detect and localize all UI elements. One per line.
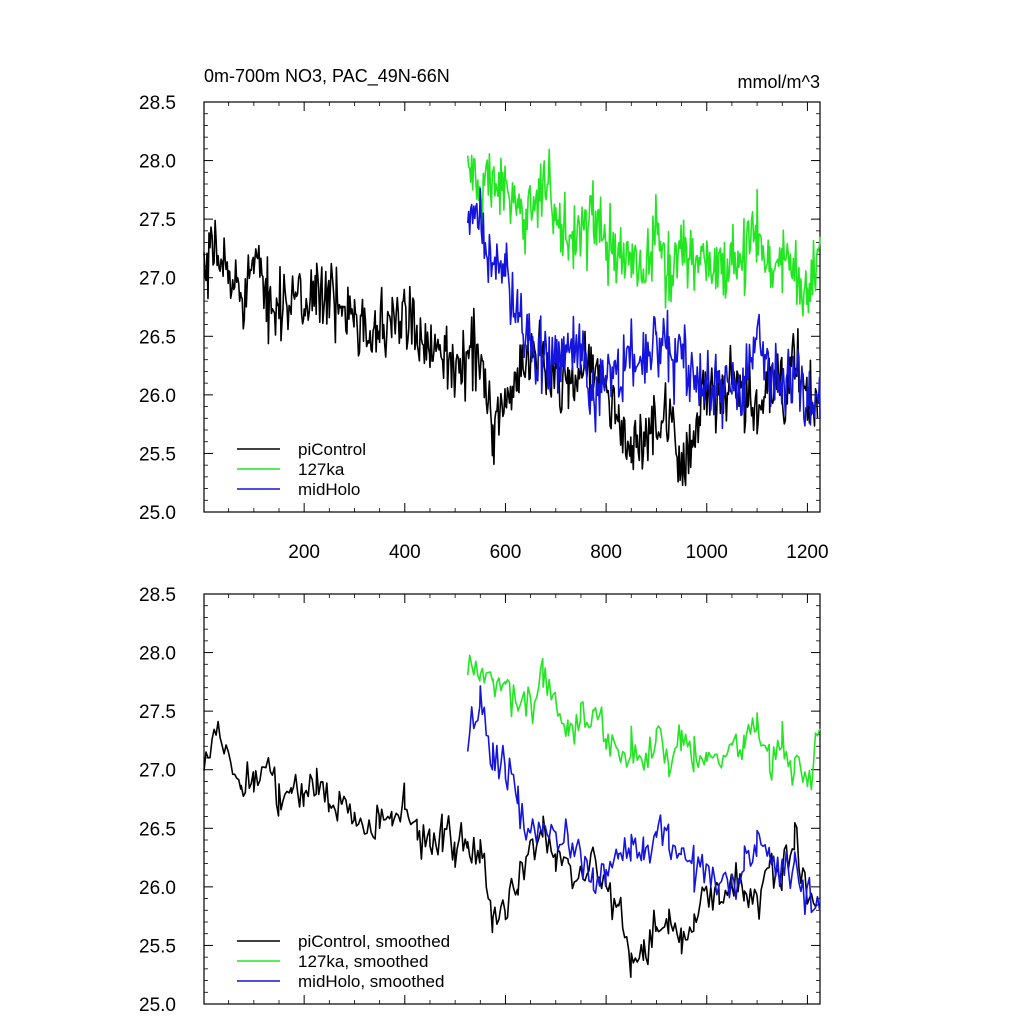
y-tick-label: 28.0 [139, 644, 176, 665]
y-tick-label: 25.5 [139, 444, 176, 465]
legend-label: piControl [298, 440, 366, 459]
x-tick-label: 800 [590, 542, 622, 563]
y-tick-label: 27.0 [139, 761, 176, 782]
plot-frame [203, 593, 821, 1005]
y-tick-label: 26.5 [139, 819, 176, 840]
legend-label: midHolo, smoothed [298, 972, 444, 991]
chart-title: 0m-700m NO3, PAC_49N-66N [204, 66, 450, 87]
y-tick-label: 25.0 [139, 995, 176, 1016]
plot-frame [203, 101, 821, 513]
y-tick-label: 28.5 [139, 93, 176, 114]
series-line-127ka [466, 148, 821, 317]
y-tick-label: 25.5 [139, 936, 176, 957]
y-tick-label: 28.0 [139, 152, 176, 173]
y-tick-label: 25.0 [139, 503, 176, 524]
legend-label: 127ka, smoothed [298, 952, 428, 971]
y-tick-label: 26.5 [139, 327, 176, 348]
series-line-piControl [203, 219, 819, 487]
y-tick-label: 28.5 [139, 585, 176, 606]
x-tick-label: 400 [389, 542, 421, 563]
series-line-piControl [203, 720, 819, 978]
top-panel: 200 400 600 800 1000 1200 25.0 25.5 26.0 26.5 27.0… [139, 93, 829, 563]
series-line-midHolo [466, 187, 821, 433]
x-tick-label: 1000 [686, 542, 728, 563]
y-tick-label: 26.0 [139, 878, 176, 899]
units-label: mmol/m^3 [738, 72, 820, 92]
legend-label: 127ka [298, 460, 345, 479]
y-tick-label: 27.0 [139, 269, 176, 290]
series-line-midHolo [466, 685, 821, 916]
y-tick-label: 27.5 [139, 210, 176, 231]
legend-label: piControl, smoothed [298, 932, 450, 951]
legend-label: midHolo [298, 480, 360, 499]
bottom-panel: 25.0 25.5 26.0 26.5 27.0 27.5 28.0 28.5 piContro… [139, 585, 821, 1016]
series-line-127ka [466, 654, 821, 791]
y-tick-label: 27.5 [139, 702, 176, 723]
y-tick-label: 26.0 [139, 386, 176, 407]
x-tick-label: 200 [288, 542, 320, 563]
x-tick-label: 600 [490, 542, 522, 563]
x-tick-label: 1200 [786, 542, 828, 563]
